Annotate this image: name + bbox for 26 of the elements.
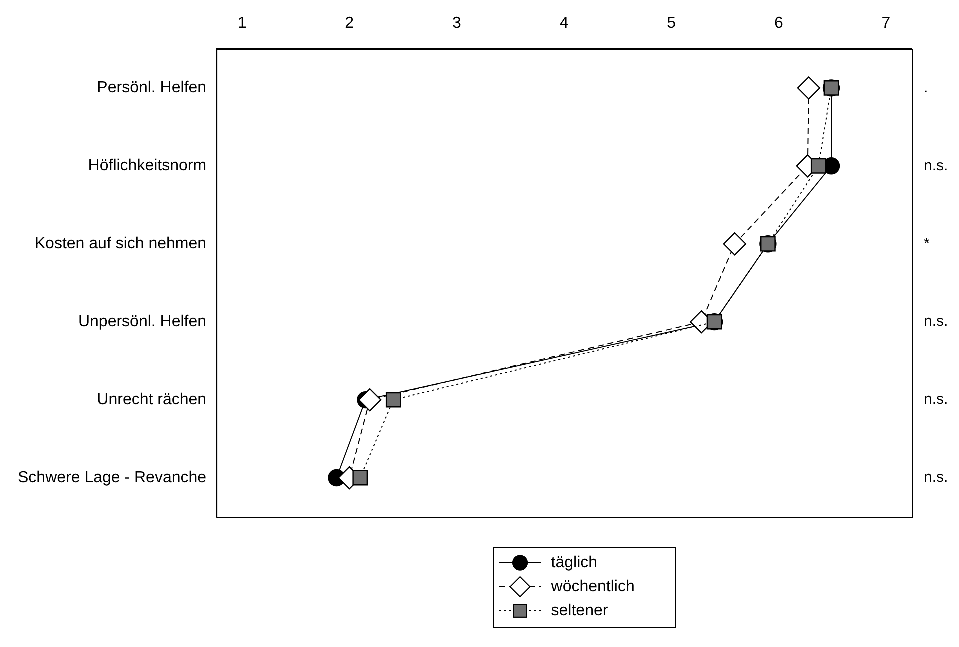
y-tick-label: Persönl. Helfen [97,80,207,97]
y-tick-label: Höflichkeitsnorm [88,158,207,175]
x-tick-label: 2 [345,15,354,32]
text: n.s. [924,313,948,330]
text: n.s. [924,469,948,486]
legend-label: seltener [551,602,609,620]
y-tick-label: Unpersönl. Helfen [78,313,207,330]
x-tick-label: 4 [560,15,569,32]
point [352,470,368,486]
y-tick-label: Kosten auf sich nehmen [34,236,207,253]
point [358,388,382,412]
point [386,392,402,408]
text: . [924,79,928,96]
x-tick-label: 7 [882,15,891,32]
x-tick-label: 3 [452,15,462,32]
point [810,158,826,174]
text: n.s. [924,157,948,174]
y-tick-label: Schwere Lage - Revanche [18,469,207,486]
y-tick-label: Unrecht rächen [97,391,207,408]
x-tick-label: 6 [774,15,784,32]
x-tick-label: 5 [667,15,676,32]
text: * [924,235,930,252]
text: n.s. [924,391,948,408]
x-tick-label: 1 [238,15,247,32]
legend-label: täglich [551,554,598,572]
legend-label: wöchentlich [550,578,635,596]
